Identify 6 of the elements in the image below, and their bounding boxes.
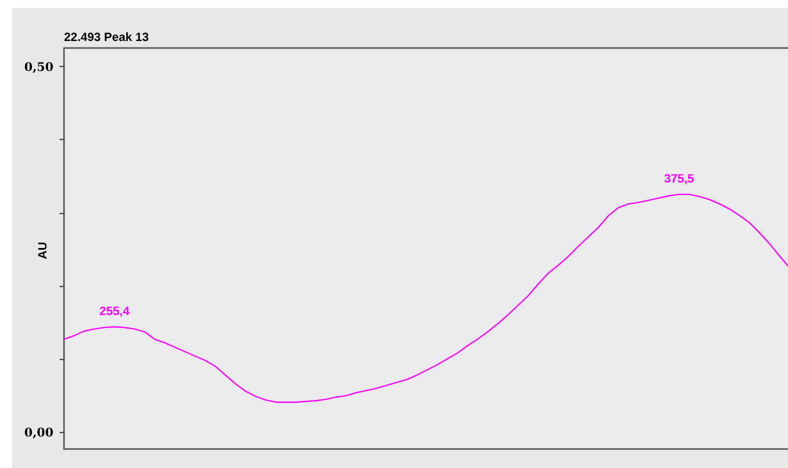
y-tick-label: 0,50	[24, 60, 54, 74]
annotation: 375,5	[664, 171, 694, 186]
chart-title: 22.493 Peak 13	[64, 30, 150, 44]
y-tick-label: 0,00	[24, 426, 54, 440]
y-axis-title: AU	[36, 242, 50, 260]
annotation: 255,4	[99, 304, 130, 318]
